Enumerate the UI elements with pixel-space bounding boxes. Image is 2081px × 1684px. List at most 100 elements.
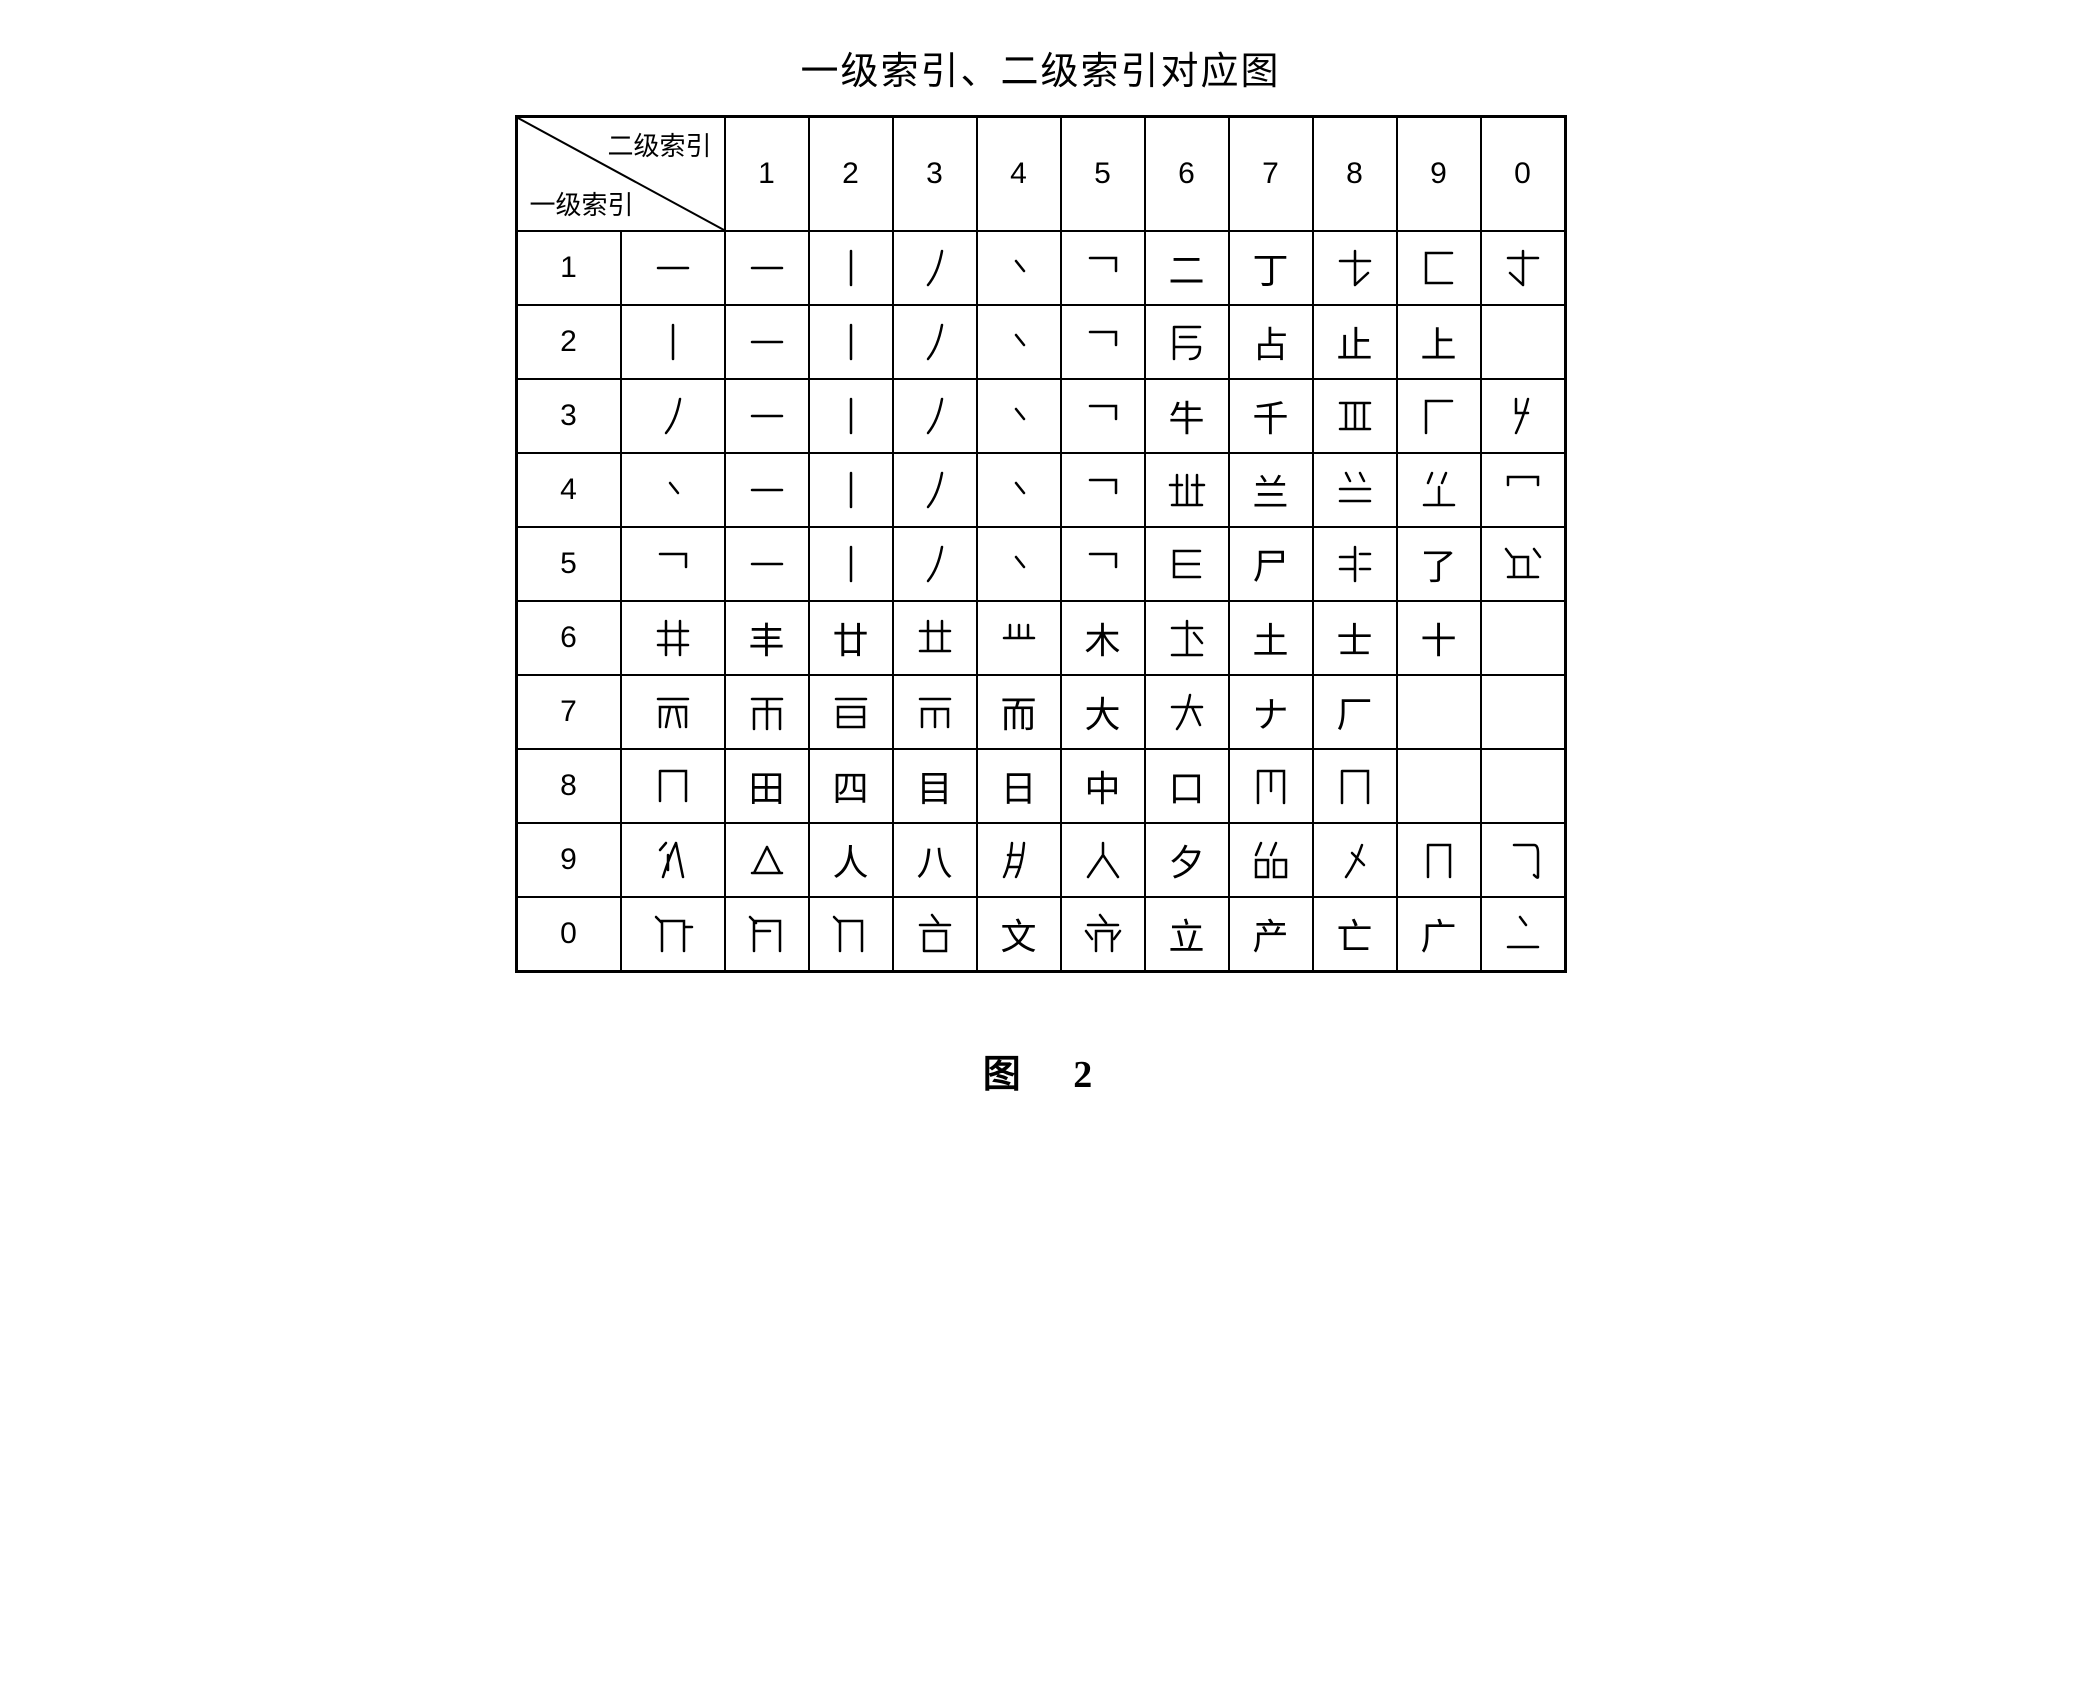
data-cell: 牛	[1145, 379, 1229, 453]
caption-label: 图	[983, 1054, 1027, 1096]
data-cell	[893, 675, 977, 749]
data-cell	[809, 305, 893, 379]
data-cell	[1481, 305, 1566, 379]
data-cell	[725, 675, 809, 749]
data-cell	[893, 897, 977, 972]
table-row: 1 二丁	[516, 231, 1565, 305]
data-cell: 日	[977, 749, 1061, 823]
row-index: 1	[516, 231, 621, 305]
data-cell: 中	[1061, 749, 1145, 823]
data-cell	[893, 453, 977, 527]
data-cell: 广	[1397, 897, 1481, 972]
data-cell	[977, 527, 1061, 601]
col-header: 3	[893, 117, 977, 232]
data-cell: 口	[1145, 749, 1229, 823]
table-row: 3牛千	[516, 379, 1565, 453]
data-cell: 丰	[725, 601, 809, 675]
data-cell	[1313, 823, 1397, 897]
data-cell: 亡	[1313, 897, 1397, 972]
data-cell: 丁	[1229, 231, 1313, 305]
data-cell	[977, 231, 1061, 305]
data-cell	[1313, 379, 1397, 453]
row-index: 0	[516, 897, 621, 972]
data-cell	[1061, 305, 1145, 379]
data-cell	[893, 379, 977, 453]
row-symbol	[621, 897, 725, 972]
data-cell	[1229, 749, 1313, 823]
table-row: 4兰	[516, 453, 1565, 527]
page-title: 一级索引、二级索引对应图	[40, 40, 2041, 95]
col-header: 1	[725, 117, 809, 232]
header-row: 二级索引 一级索引 1 2 3 4 5 6 7 8 9 0	[516, 117, 1565, 232]
data-cell	[1145, 527, 1229, 601]
data-cell	[1397, 453, 1481, 527]
data-cell	[725, 527, 809, 601]
data-cell: 二	[1145, 231, 1229, 305]
index-table: 二级索引 一级索引 1 2 3 4 5 6 7 8 9 0 1二丁2占止上3牛千…	[515, 115, 1567, 973]
table-row: 9人八夕	[516, 823, 1565, 897]
data-cell	[1313, 231, 1397, 305]
data-cell	[1397, 749, 1481, 823]
row-symbol	[621, 379, 725, 453]
data-cell	[1145, 305, 1229, 379]
row-index: 6	[516, 601, 621, 675]
row-symbol	[621, 231, 725, 305]
row-index: 8	[516, 749, 621, 823]
data-cell	[725, 379, 809, 453]
data-cell	[1229, 823, 1313, 897]
data-cell: 八	[893, 823, 977, 897]
data-cell	[725, 897, 809, 972]
data-cell: 夕	[1145, 823, 1229, 897]
header-bottom-label: 一级索引	[530, 185, 634, 222]
data-cell	[725, 453, 809, 527]
data-cell	[725, 231, 809, 305]
data-cell	[1145, 675, 1229, 749]
row-index: 4	[516, 453, 621, 527]
data-cell: 止	[1313, 305, 1397, 379]
data-cell	[809, 527, 893, 601]
row-symbol	[621, 601, 725, 675]
data-cell	[1313, 527, 1397, 601]
data-cell: 兰	[1229, 453, 1313, 527]
table-row: 0文立产亡广	[516, 897, 1565, 972]
data-cell	[1481, 453, 1566, 527]
data-cell	[809, 675, 893, 749]
data-cell: ナ	[1229, 675, 1313, 749]
data-cell	[977, 305, 1061, 379]
data-cell	[1061, 379, 1145, 453]
data-cell: 四	[809, 749, 893, 823]
data-cell	[1481, 897, 1566, 972]
data-cell	[1061, 897, 1145, 972]
data-cell	[809, 379, 893, 453]
data-cell: 目	[893, 749, 977, 823]
data-cell	[1061, 527, 1145, 601]
data-cell: 士	[1313, 601, 1397, 675]
data-cell	[809, 231, 893, 305]
data-cell	[1481, 675, 1566, 749]
table-row: 7而大ナ厂	[516, 675, 1565, 749]
data-cell	[1397, 675, 1481, 749]
data-cell	[725, 305, 809, 379]
data-cell: 人	[809, 823, 893, 897]
data-cell	[893, 527, 977, 601]
table-row: 2占止上	[516, 305, 1565, 379]
data-cell: 占	[1229, 305, 1313, 379]
data-cell	[1481, 601, 1566, 675]
data-cell	[893, 305, 977, 379]
data-cell: 产	[1229, 897, 1313, 972]
row-index: 3	[516, 379, 621, 453]
row-symbol	[621, 305, 725, 379]
table-row: 5尸了	[516, 527, 1565, 601]
row-symbol	[621, 453, 725, 527]
table-row: 6丰廿木土士十	[516, 601, 1565, 675]
data-cell: 木	[1061, 601, 1145, 675]
data-cell	[1397, 231, 1481, 305]
row-symbol	[621, 675, 725, 749]
data-cell: 而	[977, 675, 1061, 749]
row-index: 2	[516, 305, 621, 379]
diagonal-header: 二级索引 一级索引	[516, 117, 725, 232]
data-cell	[1145, 453, 1229, 527]
data-cell: 廿	[809, 601, 893, 675]
data-cell	[809, 453, 893, 527]
data-cell: 文	[977, 897, 1061, 972]
